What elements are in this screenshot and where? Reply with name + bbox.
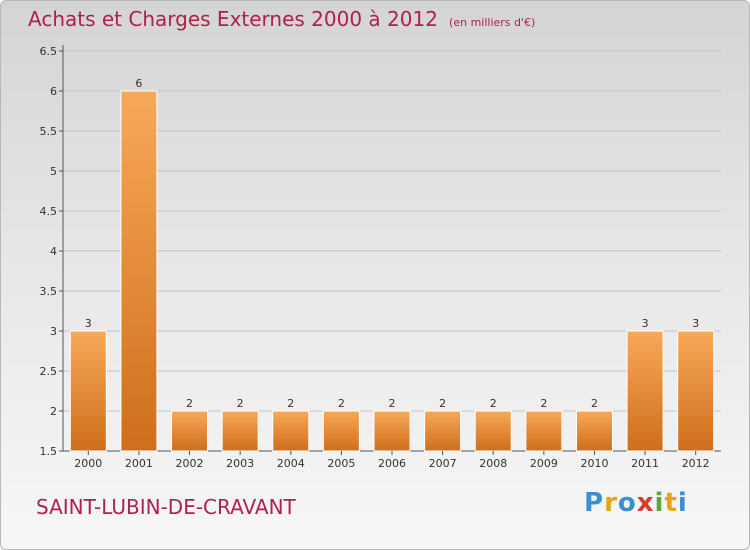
bar	[373, 410, 411, 452]
bar-data-label: 6	[135, 77, 142, 90]
logo-letter: i	[677, 488, 688, 518]
bar-data-label: 3	[692, 317, 699, 330]
logo-letter: P	[584, 488, 605, 518]
logo-letter: i	[654, 488, 665, 518]
bar	[171, 410, 209, 452]
x-tick-label: 2003	[226, 457, 254, 470]
logo-letter: o	[617, 488, 637, 518]
y-tick-label: 3	[50, 325, 57, 338]
y-tick-label: 1.5	[40, 445, 58, 458]
x-tick-label: 2008	[479, 457, 507, 470]
y-tick-label: 5.5	[40, 125, 58, 138]
x-tick-label: 2004	[277, 457, 305, 470]
bar	[120, 90, 158, 452]
bar-data-label: 2	[540, 397, 547, 410]
chart-unit-note: (en milliers d'€)	[449, 16, 536, 29]
bar-data-label: 2	[389, 397, 396, 410]
x-tick-label: 2005	[327, 457, 355, 470]
bar	[424, 410, 462, 452]
y-tick-label: 4	[50, 245, 57, 258]
proxiti-logo: Proxiti	[584, 488, 688, 518]
logo-letter: x	[636, 488, 655, 518]
x-tick-label: 2009	[530, 457, 558, 470]
x-tick-label: 2002	[176, 457, 204, 470]
x-tick-label: 2011	[631, 457, 659, 470]
bar-data-label: 2	[186, 397, 193, 410]
bar-data-label: 2	[591, 397, 598, 410]
bar-data-label: 3	[85, 317, 92, 330]
x-tick-label: 2000	[74, 457, 102, 470]
bar-data-label: 2	[237, 397, 244, 410]
x-tick-label: 2006	[378, 457, 406, 470]
bar	[677, 330, 715, 452]
chart-title: Achats et Charges Externes 2000 à 2012 (…	[28, 7, 535, 31]
bar-data-label: 2	[338, 397, 345, 410]
bar	[474, 410, 512, 452]
bar	[69, 330, 107, 452]
bar	[272, 410, 310, 452]
y-tick-label: 2.5	[40, 365, 58, 378]
bar	[575, 410, 613, 452]
bar-data-label: 2	[439, 397, 446, 410]
y-tick-label: 6.5	[40, 45, 58, 58]
bar-data-label: 2	[490, 397, 497, 410]
y-tick-label: 6	[50, 85, 57, 98]
x-tick-label: 2010	[580, 457, 608, 470]
x-tick-label: 2001	[125, 457, 153, 470]
y-tick-label: 5	[50, 165, 57, 178]
bar-data-label: 3	[642, 317, 649, 330]
y-tick-label: 4.5	[40, 205, 58, 218]
bar	[525, 410, 563, 452]
x-tick-label: 2012	[682, 457, 710, 470]
logo-letter: r	[604, 488, 618, 518]
commune-name: SAINT-LUBIN-DE-CRAVANT	[36, 495, 296, 519]
chart-title-text: Achats et Charges Externes 2000 à 2012	[28, 7, 438, 31]
logo-letter: t	[664, 488, 678, 518]
bar	[322, 410, 360, 452]
bar	[221, 410, 259, 452]
y-tick-label: 2	[50, 405, 57, 418]
x-tick-label: 2007	[429, 457, 457, 470]
bar-data-label: 2	[287, 397, 294, 410]
bar	[626, 330, 664, 452]
y-tick-label: 3.5	[40, 285, 58, 298]
